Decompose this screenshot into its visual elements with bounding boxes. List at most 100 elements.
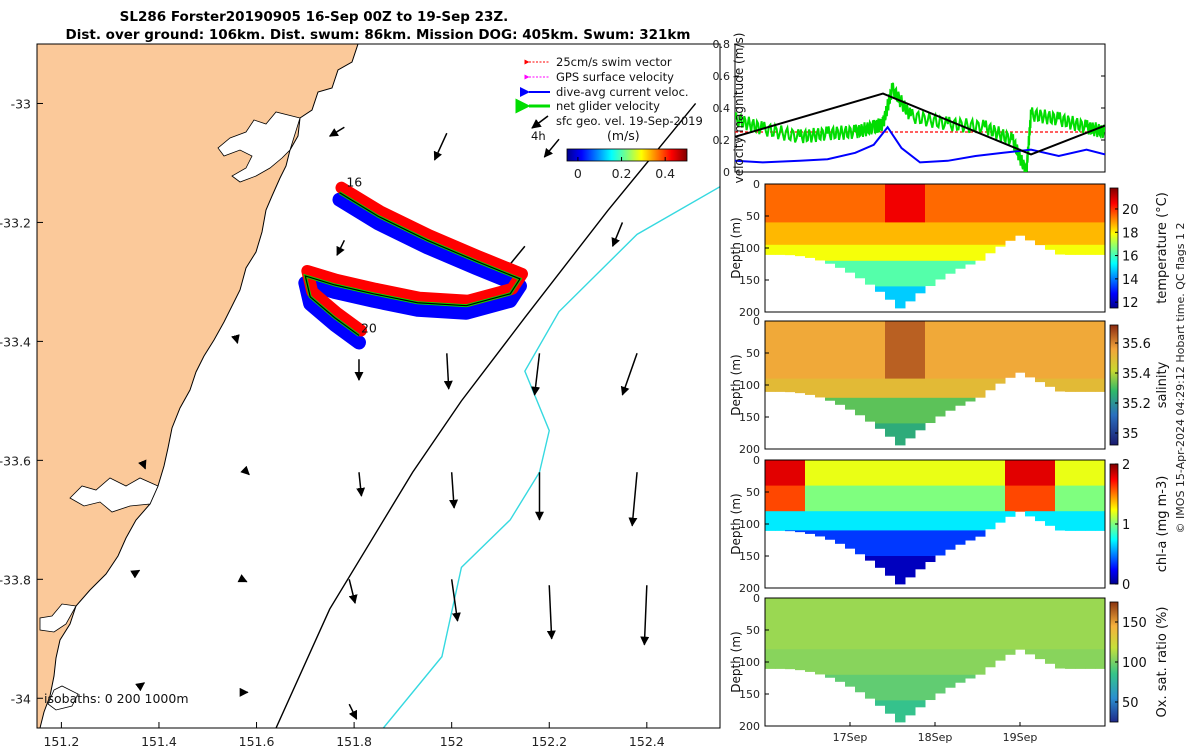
section-cell bbox=[875, 530, 886, 557]
section-cell bbox=[855, 260, 866, 279]
section-temperature-section: 0 50 100 150 200 Depth (m) 12 14 16 18 20 temperatu… bbox=[729, 178, 1170, 319]
speed-colorbar-ticks: 0 0.2 0.4 bbox=[574, 157, 675, 181]
map-ytick-label: -33.6 bbox=[0, 453, 31, 468]
section-ylabel: Depth (m) bbox=[729, 631, 743, 692]
section-cell bbox=[925, 321, 936, 380]
velocity-ytick-label: 0.2 bbox=[713, 134, 731, 147]
section-cell bbox=[915, 485, 926, 512]
series-glider-speed bbox=[735, 92, 1105, 156]
section-cell bbox=[945, 530, 956, 550]
section-cell bbox=[1065, 649, 1076, 669]
section-cell bbox=[875, 485, 886, 512]
section-cell bbox=[905, 260, 916, 287]
geo-vector bbox=[543, 138, 560, 158]
map-y-axis: -33 -33.2 -33.4 -33.6 -33.8 -34 bbox=[0, 96, 43, 706]
section-cell bbox=[955, 649, 966, 676]
geo-vector bbox=[531, 353, 541, 396]
map-xtick-label: 151.6 bbox=[239, 734, 275, 749]
section-cell bbox=[985, 184, 996, 223]
map-ytick-label: -33 bbox=[11, 96, 31, 111]
section-cell bbox=[1045, 649, 1056, 664]
section-cell bbox=[1095, 598, 1106, 650]
section-cell bbox=[865, 244, 876, 262]
section-cell bbox=[905, 244, 916, 262]
section-cell bbox=[955, 260, 966, 269]
section-cell bbox=[985, 511, 996, 530]
section-ytick-label: 100 bbox=[739, 656, 760, 669]
section-cell bbox=[1025, 649, 1036, 655]
section-cell bbox=[1005, 184, 1016, 223]
velocity-ytick-label: 0.6 bbox=[713, 70, 731, 83]
section-cell bbox=[1025, 460, 1036, 487]
section-cell bbox=[795, 244, 806, 257]
section-cell bbox=[845, 485, 856, 512]
section-cell bbox=[825, 260, 836, 264]
section-cell bbox=[955, 321, 966, 380]
section-cell bbox=[975, 485, 986, 512]
section-colorbar-label: salinity bbox=[1155, 361, 1170, 408]
section-cell bbox=[885, 598, 896, 650]
section-cell bbox=[875, 511, 886, 531]
section-cell bbox=[885, 184, 896, 223]
section-cell bbox=[1075, 222, 1086, 246]
section-cell bbox=[895, 674, 906, 701]
section-cell bbox=[945, 260, 956, 274]
section-cell bbox=[1015, 184, 1026, 223]
section-cell bbox=[895, 485, 906, 512]
section-cell bbox=[855, 511, 866, 531]
section-cell bbox=[935, 260, 946, 280]
section-cell bbox=[795, 460, 806, 487]
section-cell bbox=[1015, 485, 1026, 512]
section-cell bbox=[1065, 378, 1076, 392]
section-cell bbox=[1085, 321, 1096, 380]
section-cell bbox=[815, 244, 826, 261]
section-cell bbox=[945, 222, 956, 246]
section-cell bbox=[775, 378, 786, 392]
section-cell bbox=[1035, 598, 1046, 650]
section-cell bbox=[905, 598, 916, 650]
section-cell bbox=[925, 556, 936, 563]
geo-vector bbox=[433, 132, 448, 161]
section-cell bbox=[775, 485, 786, 512]
section-cell bbox=[985, 485, 996, 512]
section-cell bbox=[775, 649, 786, 669]
section-cell bbox=[1025, 184, 1036, 223]
section-cell bbox=[845, 598, 856, 650]
section-cell bbox=[945, 485, 956, 512]
section-cell bbox=[905, 222, 916, 246]
section-cell bbox=[925, 460, 936, 487]
section-salinity-section: 0 50 100 150 200 Depth (m) 35 35.2 35.4 35.6 salin… bbox=[729, 315, 1170, 456]
section-cell bbox=[915, 286, 926, 294]
section-cell bbox=[975, 511, 986, 531]
section-cell bbox=[965, 674, 976, 679]
section-cell bbox=[845, 378, 856, 399]
section-ylabel: Depth (m) bbox=[729, 217, 743, 278]
section-cell bbox=[955, 378, 966, 399]
velocity-ytick-label: 0.8 bbox=[713, 38, 731, 51]
section-cell bbox=[885, 511, 896, 531]
section-ylabel: Depth (m) bbox=[729, 493, 743, 554]
track-label-end: 20 bbox=[361, 320, 377, 335]
section-colorbar-tick-label: 35.6 bbox=[1122, 337, 1151, 352]
section-cell bbox=[805, 530, 816, 534]
section-cell bbox=[975, 530, 986, 537]
section-cell bbox=[785, 598, 796, 650]
section-cell bbox=[935, 598, 946, 650]
section-cell bbox=[845, 222, 856, 246]
section-cell bbox=[1065, 460, 1076, 487]
section-cell bbox=[855, 485, 866, 512]
section-cell bbox=[925, 244, 936, 262]
section-cell bbox=[795, 378, 806, 394]
section-cell bbox=[1075, 321, 1086, 380]
section-cell bbox=[855, 460, 866, 487]
section-cell bbox=[865, 184, 876, 223]
section-cell bbox=[855, 378, 866, 399]
section-cell bbox=[965, 649, 976, 676]
section-cell bbox=[915, 649, 926, 676]
section-colorbar-tick-label: 35.2 bbox=[1122, 397, 1151, 412]
section-cell bbox=[1055, 378, 1066, 392]
section-cell bbox=[925, 260, 936, 287]
section-cell bbox=[795, 598, 806, 650]
section-cell bbox=[1085, 222, 1096, 246]
section-cell bbox=[1085, 649, 1096, 669]
